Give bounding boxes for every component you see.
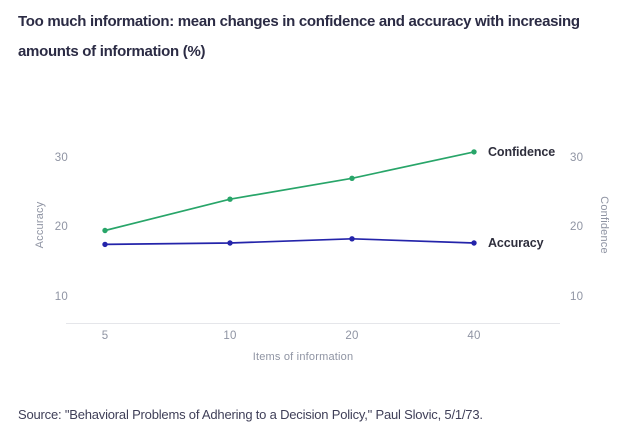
confidence-point xyxy=(227,196,233,202)
accuracy-point xyxy=(227,240,233,246)
series-label-confidence: Confidence xyxy=(488,145,556,159)
confidence-point xyxy=(102,227,108,234)
accuracy-point xyxy=(102,241,108,248)
confidence-point xyxy=(471,149,477,155)
xtick-40: 40 xyxy=(467,330,481,342)
xtick-5: 5 xyxy=(101,330,109,342)
xtick-20: 20 xyxy=(345,330,359,342)
accuracy-point xyxy=(349,236,355,242)
left-ytick-10: 10 xyxy=(54,291,68,303)
source-note: Source: "Behavioral Problems of Adhering… xyxy=(18,407,483,422)
left-axis-title: Accuracy xyxy=(34,201,46,249)
right-axis-title: Confidence xyxy=(598,196,610,254)
chart-title-line1: Too much information: mean changes in co… xyxy=(18,13,580,30)
left-ytick-20: 20 xyxy=(54,221,68,233)
confidence-line xyxy=(104,151,475,232)
confidence-point xyxy=(349,175,355,181)
right-ytick-10: 10 xyxy=(570,291,584,303)
right-ytick-30: 30 xyxy=(570,152,584,164)
chart-title: Too much information: mean changes in co… xyxy=(18,7,623,67)
x-axis-title: Items of information xyxy=(252,351,354,363)
chart-title-line2: amounts of information (%) xyxy=(18,43,206,60)
series-label-accuracy: Accuracy xyxy=(488,236,544,250)
accuracy-point xyxy=(471,240,477,246)
right-ytick-20: 20 xyxy=(570,221,584,233)
accuracy-line xyxy=(104,237,475,246)
xtick-10: 10 xyxy=(223,330,237,342)
left-ytick-30: 30 xyxy=(54,152,68,164)
